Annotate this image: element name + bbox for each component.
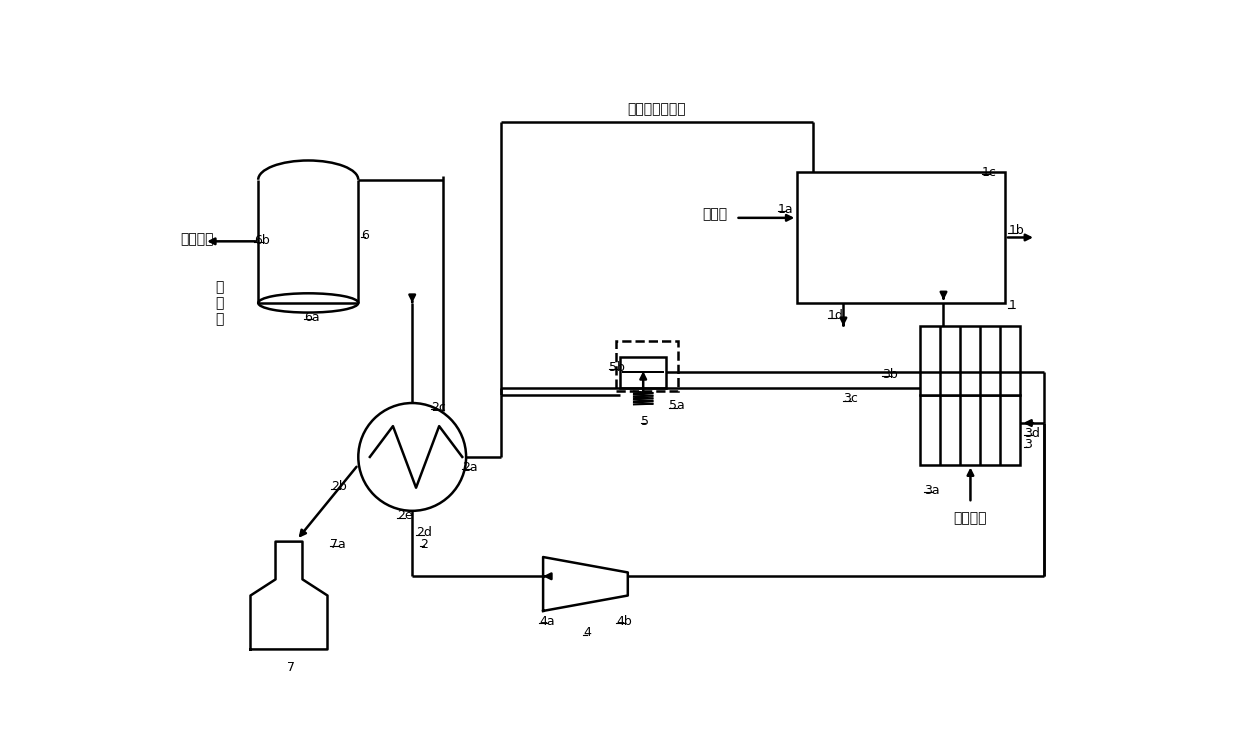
Text: 1: 1 [1008,299,1016,312]
Text: 常温空气: 常温空气 [954,512,987,526]
Text: 2: 2 [420,538,428,551]
Text: 清洁空气: 清洁空气 [180,232,213,246]
Text: 7a: 7a [330,538,346,551]
Bar [920,395,1021,465]
Bar [616,341,678,391]
Text: 湿物料: 湿物料 [703,207,728,221]
Text: 1d: 1d [828,309,844,322]
Text: 4b: 4b [616,615,632,627]
Text: 5a: 5a [668,399,684,412]
Text: 6b: 6b [254,234,270,247]
Text: 2d: 2d [417,526,432,539]
Bar [620,357,666,388]
Text: 4: 4 [583,626,591,639]
Text: 3d: 3d [1023,427,1039,440]
Text: 5b: 5b [609,361,625,374]
Text: 2b: 2b [331,480,347,493]
Text: 3: 3 [1023,438,1032,451]
Text: 7: 7 [286,661,295,674]
Text: 2e: 2e [397,509,413,522]
Text: 5: 5 [641,415,649,427]
Ellipse shape [258,294,358,312]
Text: 2a: 2a [463,461,477,474]
Text: 1c: 1c [982,166,997,179]
Text: 1a: 1a [777,203,794,216]
Text: 6a: 6a [304,311,320,323]
Text: 3a: 3a [924,484,940,497]
Text: 1b: 1b [1008,224,1024,238]
Text: 3c: 3c [843,392,858,406]
Bar [920,326,1021,395]
Bar [797,172,1006,303]
Text: 3b: 3b [882,368,898,381]
Text: 高温饱和湿空气: 高温饱和湿空气 [627,102,686,116]
Text: 4a: 4a [539,615,554,627]
Text: 6: 6 [361,229,370,242]
Text: 冷
空
气: 冷 空 气 [216,279,224,326]
Text: 2c: 2c [432,400,446,414]
